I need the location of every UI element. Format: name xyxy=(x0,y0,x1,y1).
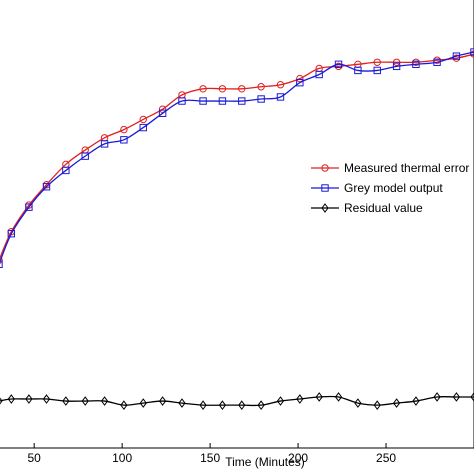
data-point xyxy=(0,260,3,269)
data-point xyxy=(392,62,401,71)
plot-area xyxy=(0,0,474,449)
marks-layer xyxy=(0,48,474,410)
data-point xyxy=(392,58,401,66)
data-point xyxy=(25,394,33,404)
data-point xyxy=(433,58,441,66)
data-point xyxy=(354,398,362,408)
legend-marker xyxy=(321,203,329,213)
data-point xyxy=(120,136,128,144)
data-point xyxy=(373,400,381,410)
data-point xyxy=(178,97,186,105)
data-point xyxy=(42,183,51,191)
data-point xyxy=(120,400,128,410)
x-tick-label: 250 xyxy=(376,451,396,465)
data-point xyxy=(81,396,89,406)
data-point xyxy=(42,394,51,404)
data-point xyxy=(315,392,323,402)
data-point xyxy=(276,396,285,406)
data-point xyxy=(238,85,246,93)
data-point xyxy=(139,398,147,408)
series-line xyxy=(0,395,474,407)
data-point xyxy=(158,105,167,113)
data-point xyxy=(452,52,461,60)
data-point xyxy=(218,85,227,93)
data-point xyxy=(139,123,147,132)
data-point xyxy=(218,400,227,410)
legend-item: Residual value xyxy=(311,201,423,215)
data-point xyxy=(373,58,381,66)
series-diamond xyxy=(0,392,474,410)
data-point xyxy=(334,60,343,69)
data-point xyxy=(25,203,33,211)
data-point xyxy=(334,392,343,402)
data-point xyxy=(199,97,207,105)
data-point xyxy=(238,400,246,410)
data-point xyxy=(296,78,304,87)
data-point xyxy=(452,392,461,402)
data-point xyxy=(158,109,167,117)
data-point xyxy=(0,397,3,405)
series-square xyxy=(0,48,474,269)
x-tick-label: 200 xyxy=(288,451,308,465)
data-point xyxy=(158,396,167,406)
data-point xyxy=(276,81,285,89)
plot-frame xyxy=(0,0,474,449)
series-line xyxy=(0,51,474,264)
data-point xyxy=(433,392,441,402)
data-point xyxy=(199,400,207,410)
data-point xyxy=(296,394,304,404)
data-point xyxy=(354,66,362,75)
legend-marker xyxy=(321,184,329,192)
data-point xyxy=(276,93,285,101)
data-point xyxy=(315,70,323,79)
x-tick-label: 100 xyxy=(112,451,132,465)
data-point xyxy=(100,140,109,148)
data-point xyxy=(62,396,70,406)
legend-marker xyxy=(321,164,329,172)
data-point xyxy=(7,394,15,404)
x-axis-title: Time (Minutes) xyxy=(225,455,305,469)
data-point xyxy=(296,74,304,83)
data-point xyxy=(257,95,265,103)
data-point xyxy=(218,97,227,105)
legend-item: Grey model output xyxy=(311,181,443,195)
legend-item: Measured thermal error xyxy=(311,161,469,175)
data-point xyxy=(412,396,420,406)
series-line xyxy=(0,53,474,260)
data-point xyxy=(139,115,147,124)
data-point xyxy=(257,83,265,91)
data-point xyxy=(199,85,207,93)
series-circle xyxy=(0,50,474,264)
x-axis: 50 100 150 200 250 xyxy=(28,443,396,465)
legend-label: Residual value xyxy=(344,201,423,215)
legend: Measured thermal error Grey model output R… xyxy=(311,161,469,215)
data-point xyxy=(470,392,474,402)
data-point xyxy=(0,256,3,264)
data-point xyxy=(178,398,186,408)
data-point xyxy=(100,396,109,406)
data-point xyxy=(412,60,420,69)
x-tick-label: 50 xyxy=(28,451,42,465)
data-point xyxy=(257,400,265,410)
data-point xyxy=(238,97,246,105)
legend-label: Grey model output xyxy=(344,181,443,195)
x-tick-label: 150 xyxy=(200,451,220,465)
data-point xyxy=(62,166,70,175)
legend-label: Measured thermal error xyxy=(344,161,469,175)
data-point xyxy=(373,66,381,75)
data-point xyxy=(392,398,401,408)
data-point xyxy=(7,230,16,238)
data-point xyxy=(120,125,128,134)
data-point xyxy=(81,152,89,160)
